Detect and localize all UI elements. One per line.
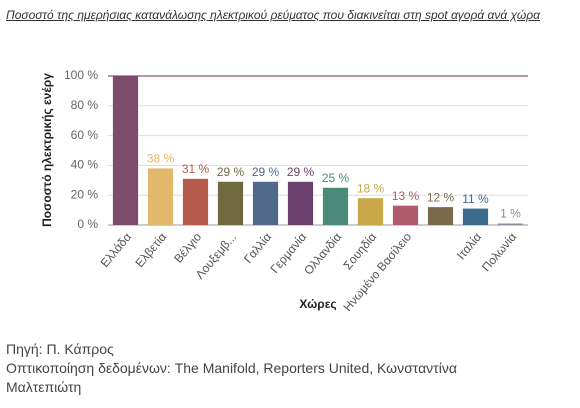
data-label: 13 % — [392, 189, 420, 203]
data-label: 29 % — [287, 165, 315, 179]
data-label: 25 % — [322, 171, 350, 185]
bar — [497, 223, 524, 225]
bar — [392, 205, 419, 225]
data-label: 29 % — [252, 165, 280, 179]
y-axis-title: Ποσοστό ηλεκτρικής ενέργ — [40, 73, 54, 227]
source: Πηγή: Π. Κάπρος Οπτικοποίηση δεδομένων: … — [6, 340, 526, 397]
y-tick-label: 0 % — [77, 217, 98, 231]
data-label: 12 % — [427, 190, 455, 204]
x-tick-label: Γαλλία — [241, 230, 274, 266]
data-label: 18 % — [357, 181, 385, 195]
bar — [182, 178, 209, 225]
bar — [322, 187, 349, 225]
bar — [112, 76, 139, 225]
chart-title: Ποσοστό της ημερήσιας κατανάλωσης ηλεκτρ… — [6, 8, 540, 22]
y-tick-label: 20 % — [71, 187, 99, 201]
chart: Ποσοστό ηλεκτρικής ενέργ Χώρες 0 % 20 % 40… — [40, 68, 528, 314]
bar — [462, 208, 489, 225]
bar — [427, 207, 454, 225]
bar — [147, 168, 174, 225]
x-tick-label: Ελλάδα — [98, 230, 135, 270]
source-line: Πηγή: Π. Κάπρος — [6, 341, 114, 357]
y-tick-label: 80 % — [71, 98, 99, 112]
x-tick-label: Πολωνία — [479, 230, 519, 274]
bar — [357, 198, 384, 225]
data-label: 38 % — [147, 152, 175, 166]
bar — [252, 181, 279, 225]
x-tick-label: Βέλγιο — [171, 230, 204, 266]
x-axis-title: Χώρες — [299, 297, 336, 311]
y-tick-label: 100 % — [64, 68, 98, 82]
x-tick-label: Ολλανδία — [301, 230, 344, 278]
y-tick-label: 40 % — [71, 158, 99, 172]
data-label: 31 % — [182, 162, 210, 176]
y-tick-label: 60 % — [71, 128, 99, 142]
source-line: Οπτικοποίηση δεδομένων: The Manifold, Re… — [6, 360, 457, 395]
data-label: 1 % — [500, 207, 521, 221]
bar — [287, 181, 314, 225]
data-label: 11 % — [462, 192, 489, 206]
bar — [217, 181, 244, 225]
data-label: 29 % — [217, 165, 245, 179]
x-tick-label: Ελβετία — [132, 230, 169, 270]
x-tick-label: Ιταλία — [454, 230, 484, 262]
